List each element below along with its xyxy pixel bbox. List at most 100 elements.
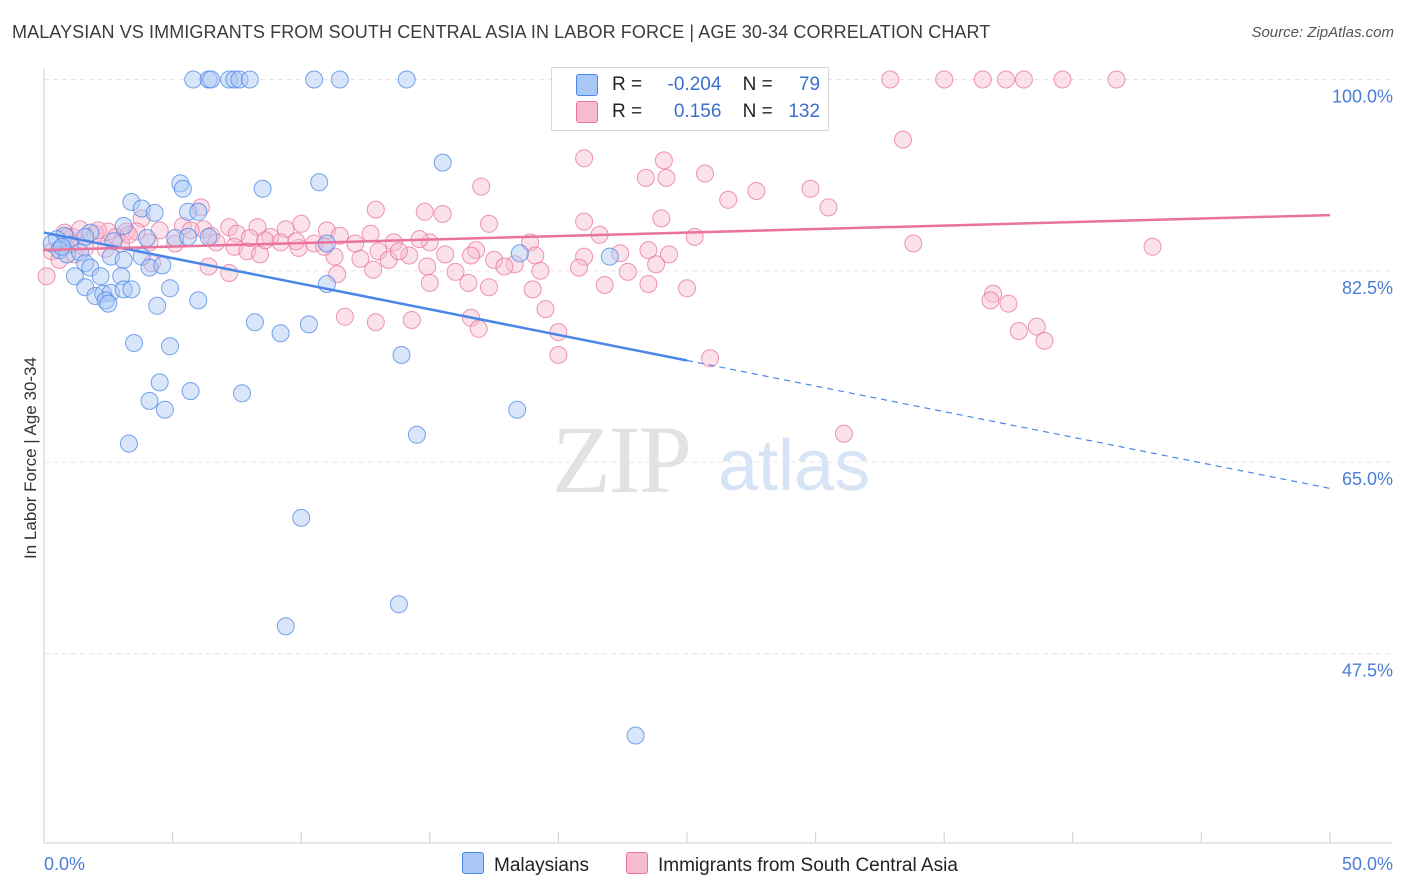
- legend-r-value-2: 0.156: [673, 101, 722, 123]
- point-malaysians: [161, 279, 179, 298]
- point-immigrants: [575, 212, 594, 231]
- point-immigrants: [935, 70, 954, 89]
- point-malaysians: [510, 244, 529, 263]
- data-points: [37, 70, 1162, 745]
- point-malaysians: [91, 267, 110, 286]
- point-immigrants: [523, 280, 542, 299]
- point-immigrants: [636, 168, 655, 187]
- point-immigrants: [701, 349, 720, 368]
- point-immigrants: [462, 246, 480, 265]
- point-immigrants: [618, 262, 637, 281]
- point-immigrants: [678, 279, 696, 298]
- point-immigrants: [611, 244, 630, 263]
- point-immigrants: [575, 247, 594, 266]
- point-immigrants: [287, 232, 306, 251]
- tick-labels: 47.5% 65.0% 82.5% 100.0% 0.0% 50.0%: [44, 87, 1393, 875]
- point-immigrants: [973, 70, 992, 89]
- legend-n-label: N =: [742, 74, 773, 96]
- legend-swatch-blue: [462, 852, 484, 874]
- point-immigrants: [570, 258, 588, 277]
- point-immigrants: [418, 257, 437, 276]
- point-malaysians: [508, 400, 527, 419]
- point-malaysians: [99, 294, 118, 313]
- point-immigrants: [747, 182, 766, 200]
- point-malaysians: [271, 324, 290, 343]
- point-immigrants: [384, 233, 403, 252]
- point-immigrants: [981, 291, 1000, 310]
- point-malaysians: [122, 193, 141, 211]
- point-malaysians: [330, 70, 349, 89]
- legend-label-immigrants: Immigrants from South Central Asia: [658, 855, 958, 876]
- watermark: ZIP atlas: [552, 406, 870, 513]
- point-immigrants: [639, 275, 658, 293]
- point-immigrants: [346, 234, 365, 253]
- point-malaysians: [153, 256, 172, 275]
- bottom-legend-malaysians: Malaysians: [462, 852, 589, 877]
- point-immigrants: [549, 346, 568, 364]
- point-immigrants: [1014, 70, 1033, 89]
- point-malaysians: [299, 315, 318, 334]
- point-immigrants: [894, 130, 912, 149]
- point-malaysians: [161, 337, 179, 356]
- point-immigrants: [996, 70, 1015, 89]
- point-malaysians: [114, 250, 133, 269]
- point-malaysians: [96, 291, 115, 310]
- trend-lines: [43, 213, 1331, 489]
- point-immigrants: [485, 250, 504, 269]
- point-immigrants: [436, 245, 455, 264]
- point-immigrants: [364, 260, 383, 279]
- legend-swatch-pink: [626, 852, 648, 874]
- point-immigrants: [549, 323, 568, 342]
- correlation-legend: R = -0.204 N = 79 R = 0.156 N = 132: [551, 67, 829, 131]
- point-malaysians: [276, 617, 295, 636]
- legend-swatch-pink: [576, 101, 598, 123]
- point-immigrants: [639, 241, 658, 260]
- point-immigrants: [696, 164, 714, 183]
- point-immigrants: [480, 214, 498, 233]
- point-immigrants: [467, 241, 486, 260]
- point-malaysians: [114, 280, 133, 299]
- point-malaysians: [310, 173, 329, 192]
- point-immigrants: [1009, 322, 1028, 340]
- legend-n-value-2: 132: [788, 101, 821, 123]
- point-malaysians: [253, 179, 272, 198]
- point-immigrants: [37, 267, 56, 286]
- chart-title: MALAYSIAN VS IMMIGRANTS FROM SOUTH CENTR…: [12, 22, 991, 42]
- point-malaysians: [179, 227, 197, 246]
- point-immigrants: [402, 311, 421, 329]
- y-axis-label: In Labor Force | Age 30-34: [21, 357, 40, 559]
- point-malaysians: [202, 70, 221, 89]
- legend-label-malaysians: Malaysians: [494, 855, 590, 876]
- point-malaysians: [155, 400, 174, 419]
- point-malaysians: [433, 153, 452, 172]
- point-immigrants: [446, 262, 465, 281]
- point-immigrants: [389, 242, 408, 261]
- point-malaysians: [233, 384, 251, 403]
- point-malaysians: [407, 425, 426, 444]
- legend-r-label: R =: [612, 74, 643, 96]
- bottom-legend-immigrants: Immigrants from South Central Asia: [626, 852, 958, 877]
- legend-n-value-1: 79: [798, 74, 821, 96]
- point-immigrants: [469, 319, 488, 338]
- point-immigrants: [526, 246, 545, 265]
- point-immigrants: [801, 179, 820, 198]
- legend-r-value-1: -0.204: [667, 74, 722, 96]
- point-malaysians: [245, 313, 264, 332]
- point-immigrants: [335, 307, 354, 326]
- point-immigrants: [251, 245, 269, 264]
- point-immigrants: [904, 234, 923, 253]
- legend-swatch-blue: [576, 74, 598, 96]
- point-malaysians: [145, 203, 164, 222]
- point-malaysians: [397, 70, 416, 89]
- point-malaysians: [125, 334, 143, 352]
- point-immigrants: [660, 245, 678, 264]
- point-immigrants: [415, 202, 434, 221]
- legend-row-malaysians: R = -0.204 N = 79: [576, 74, 820, 100]
- point-immigrants: [647, 255, 666, 274]
- point-immigrants: [575, 149, 594, 168]
- y-tick-label: 82.5%: [1342, 278, 1393, 298]
- point-immigrants: [719, 190, 738, 209]
- point-malaysians: [230, 70, 249, 89]
- trend-line-malaysians: [43, 231, 688, 362]
